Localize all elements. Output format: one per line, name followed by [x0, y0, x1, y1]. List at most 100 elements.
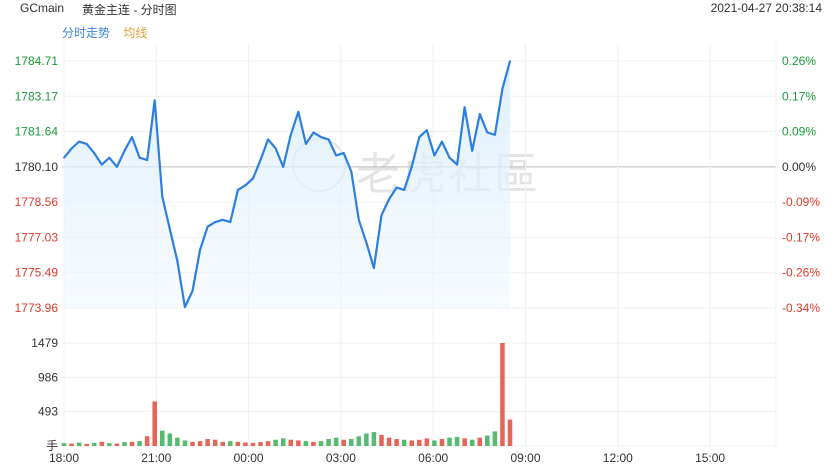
price-point — [418, 136, 421, 138]
volume-bar — [152, 401, 157, 446]
volume-bar — [61, 443, 67, 446]
price-point — [327, 138, 330, 141]
price-point — [373, 267, 375, 269]
x-tick-label: 06:00 — [418, 451, 448, 465]
header-bar: GCmain 黄金主连 - 分时图 2021-04-27 20:38:14 — [0, 0, 840, 18]
volume-bar — [462, 438, 467, 446]
volume-bar — [333, 437, 339, 446]
price-point — [161, 195, 164, 198]
price-point — [131, 136, 133, 138]
price-point — [471, 149, 474, 152]
volume-bar — [91, 442, 97, 446]
volume-bar — [122, 442, 127, 446]
y-axis-labels: 1784.71 0.26% 1783.17 0.17% 1781.64 0.09% 1780… — [15, 54, 821, 453]
volume-bar — [205, 439, 210, 446]
x-tick-label: 09:00 — [510, 451, 540, 465]
volume-bar — [454, 436, 460, 446]
price-point — [320, 136, 322, 138]
volume-tick-label: 986 — [38, 370, 58, 384]
volume-bar — [447, 437, 452, 446]
volume-bar — [326, 439, 331, 446]
x-tick-label: 00:00 — [234, 451, 264, 465]
price-point — [335, 154, 338, 157]
price-point — [184, 306, 186, 308]
symbol-label: GCmain — [20, 1, 65, 15]
x-tick-label: 21:00 — [141, 451, 171, 465]
y-tick-right: -0.34% — [782, 301, 820, 315]
price-point — [168, 228, 171, 230]
volume-bar — [144, 436, 150, 446]
y-tick-right: 0.09% — [782, 125, 816, 139]
price-point — [403, 188, 406, 191]
volume-bar — [348, 439, 354, 446]
price-point — [365, 241, 368, 244]
volume-bar — [432, 440, 437, 446]
volume-bar — [341, 439, 346, 446]
price-point — [410, 166, 413, 168]
price-point — [274, 147, 277, 150]
price-point — [282, 166, 285, 168]
price-point — [146, 159, 149, 161]
price-point — [350, 170, 353, 173]
x-tick-label: 15:00 — [695, 451, 725, 465]
y-tick-left: 1780.10 — [15, 160, 59, 174]
instrument-name: 黄金主连 - 分时图 — [82, 3, 177, 17]
y-tick-right: -0.09% — [782, 195, 820, 209]
volume-bar — [492, 431, 498, 446]
volume-bar — [469, 439, 475, 446]
volume-bar — [394, 439, 399, 446]
price-line — [63, 60, 512, 309]
price-point — [214, 221, 217, 223]
y-tick-left: 1778.56 — [15, 195, 59, 209]
price-point — [78, 140, 81, 143]
volume-bar — [379, 434, 384, 446]
price-point — [456, 163, 458, 166]
price-point — [312, 131, 315, 134]
price-point — [342, 152, 345, 155]
price-point — [493, 133, 496, 136]
price-point — [380, 214, 383, 217]
volume-bar — [273, 439, 278, 446]
volume-bar — [318, 441, 324, 446]
y-tick-left: 1783.17 — [15, 89, 59, 103]
y-tick-right: 0.26% — [782, 54, 816, 68]
volume-bar — [250, 442, 256, 446]
volume-bar — [167, 433, 173, 446]
price-point — [425, 129, 428, 132]
volume-bar — [296, 440, 301, 446]
volume-bar — [364, 433, 369, 446]
tab-intraday[interactable]: 分时走势 — [62, 26, 111, 40]
price-point — [116, 166, 118, 168]
tab-moving-average[interactable]: 均线 — [123, 26, 148, 40]
price-point — [388, 198, 390, 200]
volume-bar — [417, 439, 422, 446]
volume-tick-label: 1479 — [31, 336, 58, 350]
volume-bar — [507, 419, 513, 446]
price-point — [463, 106, 466, 109]
volume-bar — [280, 438, 286, 446]
price-point — [289, 133, 292, 136]
price-point — [63, 156, 65, 159]
volume-bar — [175, 437, 180, 446]
y-tick-left: 1775.49 — [15, 266, 59, 280]
price-point — [433, 154, 436, 157]
price-point — [123, 149, 126, 152]
price-point — [267, 138, 270, 141]
volume-bar — [409, 440, 414, 446]
price-point — [441, 140, 443, 143]
volume-bar — [76, 442, 82, 446]
price-point — [501, 87, 504, 90]
price-point — [486, 131, 489, 134]
price-point — [100, 163, 103, 166]
price-point — [199, 248, 201, 251]
price-point — [304, 143, 307, 145]
volume-bar — [182, 440, 188, 446]
volume-bar — [371, 432, 377, 446]
y-tick-left: 1773.96 — [15, 301, 59, 315]
x-axis-labels: 18:00 21:00 00:00 03:00 06:00 09:00 12:00 15:00 — [49, 451, 725, 465]
volume-bar — [356, 436, 362, 446]
volume-bar — [114, 443, 120, 446]
volume-bar — [160, 430, 165, 446]
x-tick-label: 12:00 — [603, 451, 633, 465]
